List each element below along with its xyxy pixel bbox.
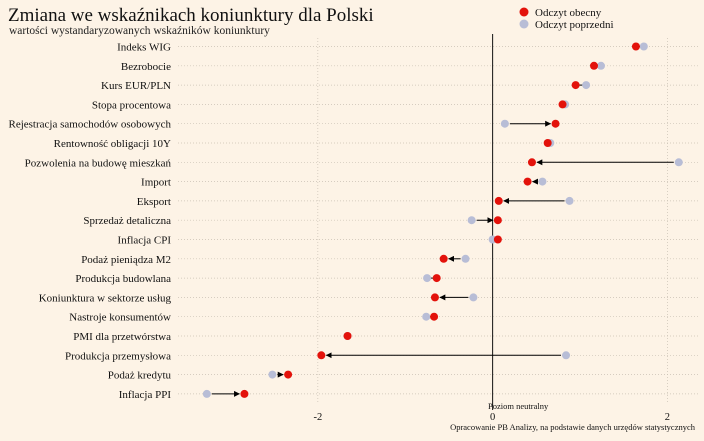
current-points: [240, 42, 640, 398]
previous-point: [268, 370, 277, 379]
chart-title: Zmiana we wskaźnikach koniunktury dla Po…: [8, 5, 374, 26]
current-point: [430, 312, 439, 321]
x-tick-labels: -2 0 2: [313, 412, 670, 423]
current-point: [432, 274, 441, 283]
previous-point: [461, 254, 470, 263]
previous-point: [565, 196, 574, 205]
category-label: Koniunktura w sektorze usług: [39, 292, 172, 304]
category-label: Indeks WIG: [117, 42, 171, 54]
category-label: Inflacja CPI: [118, 235, 172, 247]
category-label: Stopa procentowa: [92, 99, 171, 111]
previous-point: [422, 312, 431, 321]
category-label: PMI dla przetwórstwa: [73, 331, 171, 343]
category-label: Eksport: [137, 196, 171, 208]
category-label: Import: [141, 177, 171, 189]
current-point: [543, 139, 552, 147]
current-point: [631, 42, 640, 51]
category-label: Rentowność obligacji 10Y: [54, 138, 171, 150]
previous-point: [202, 389, 211, 398]
current-point: [493, 216, 502, 225]
previous-point: [596, 61, 605, 70]
category-labels: Indeks WIG Bezrobocie Kurs EUR/PLN Stopa pr…: [8, 42, 171, 401]
previous-point: [582, 81, 591, 90]
legend-previous-label: Odczyt poprzedni: [535, 19, 614, 31]
neutral-label: Poziom neutralny: [488, 401, 549, 411]
previous-point: [562, 351, 571, 360]
current-point: [590, 61, 598, 70]
current-point: [343, 332, 352, 340]
previous-point: [538, 177, 547, 186]
category-label: Podaż pieniądza M2: [81, 254, 171, 266]
category-label: Rejestracja samochodów osobowych: [8, 119, 171, 131]
category-label: Pozwolenia na budowę mieszkań: [25, 157, 172, 169]
source-caption: Opracowanie PB Analizy, na podstawie dan…: [450, 422, 696, 432]
previous-point: [674, 158, 683, 167]
category-label: Nastroje konsumentów: [69, 312, 171, 324]
category-label: Sprzedaż detaliczna: [83, 215, 171, 227]
category-label: Podaż kredytu: [108, 370, 172, 382]
current-point: [430, 293, 439, 302]
current-point: [571, 81, 580, 90]
current-point: [439, 254, 448, 263]
x-tick-label: 0: [490, 412, 495, 423]
x-tick-label: -2: [313, 412, 322, 423]
category-label: Produkcja przemysłowa: [65, 350, 171, 362]
current-point: [494, 196, 503, 205]
legend-previous-swatch: [519, 19, 529, 29]
legend-current-label: Odczyt obecny: [535, 7, 602, 19]
category-label: Kurs EUR/PLN: [101, 80, 171, 92]
previous-point: [500, 119, 509, 128]
previous-point: [467, 216, 476, 225]
category-label: Bezrobocie: [121, 61, 171, 73]
chart-subtitle: wartości wystandaryzowanych wskaźników k…: [9, 25, 270, 37]
previous-point: [639, 42, 648, 51]
current-point: [284, 370, 293, 379]
category-label: Produkcja budowlana: [75, 273, 171, 285]
previous-point: [469, 293, 478, 302]
x-tick-label: 2: [665, 412, 670, 423]
previous-point: [423, 274, 432, 283]
category-label: Inflacja PPI: [119, 389, 172, 401]
legend: Odczyt obecny Odczyt poprzedni: [519, 7, 614, 31]
current-point: [551, 119, 560, 128]
grid: [178, 34, 698, 410]
current-point: [240, 389, 249, 398]
current-point: [527, 158, 536, 167]
current-point: [317, 351, 326, 360]
current-point: [523, 177, 532, 186]
current-point: [493, 235, 502, 244]
legend-current-swatch: [519, 7, 529, 17]
current-point: [558, 100, 567, 109]
